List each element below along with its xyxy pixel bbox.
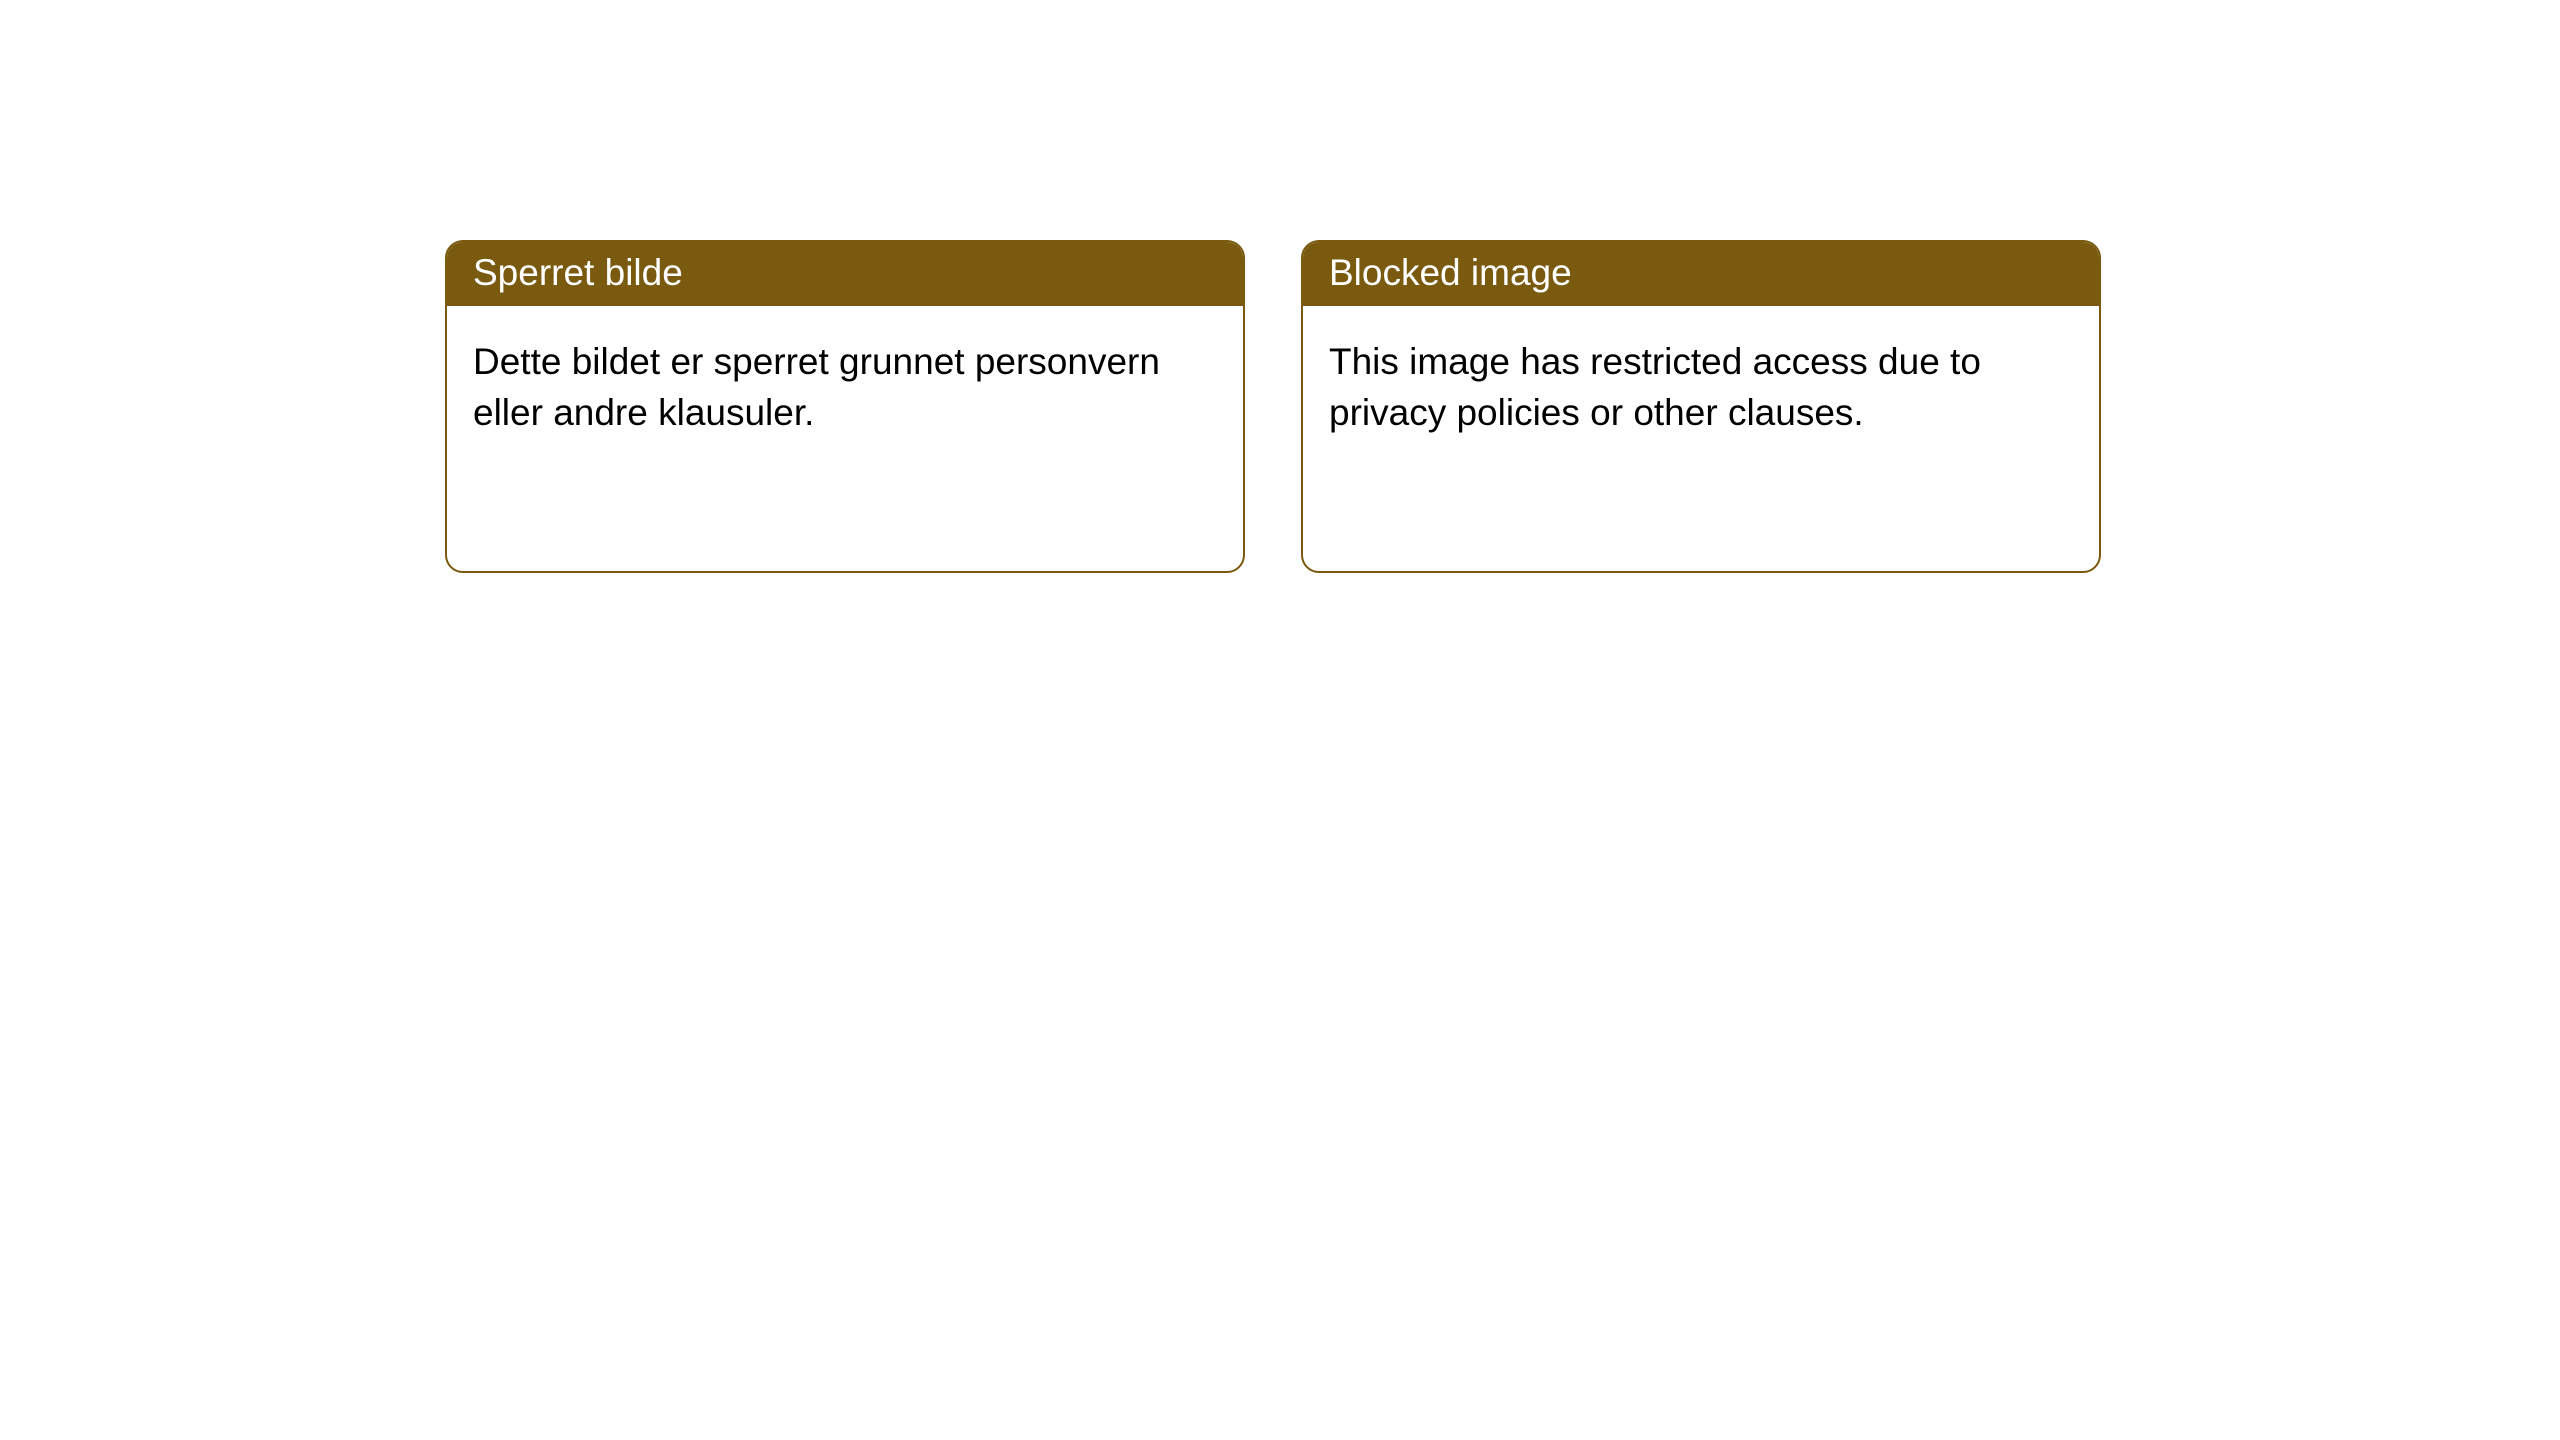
notice-cards-container: Sperret bilde Dette bildet er sperret gr… bbox=[445, 240, 2101, 573]
card-body: Dette bildet er sperret grunnet personve… bbox=[447, 306, 1243, 464]
card-header: Blocked image bbox=[1303, 242, 2099, 306]
card-body: This image has restricted access due to … bbox=[1303, 306, 2099, 464]
notice-card-english: Blocked image This image has restricted … bbox=[1301, 240, 2101, 573]
notice-card-norwegian: Sperret bilde Dette bildet er sperret gr… bbox=[445, 240, 1245, 573]
card-title: Sperret bilde bbox=[473, 252, 683, 293]
card-body-text: Dette bildet er sperret grunnet personve… bbox=[473, 341, 1160, 433]
card-header: Sperret bilde bbox=[447, 242, 1243, 306]
card-body-text: This image has restricted access due to … bbox=[1329, 341, 1981, 433]
card-title: Blocked image bbox=[1329, 252, 1572, 293]
